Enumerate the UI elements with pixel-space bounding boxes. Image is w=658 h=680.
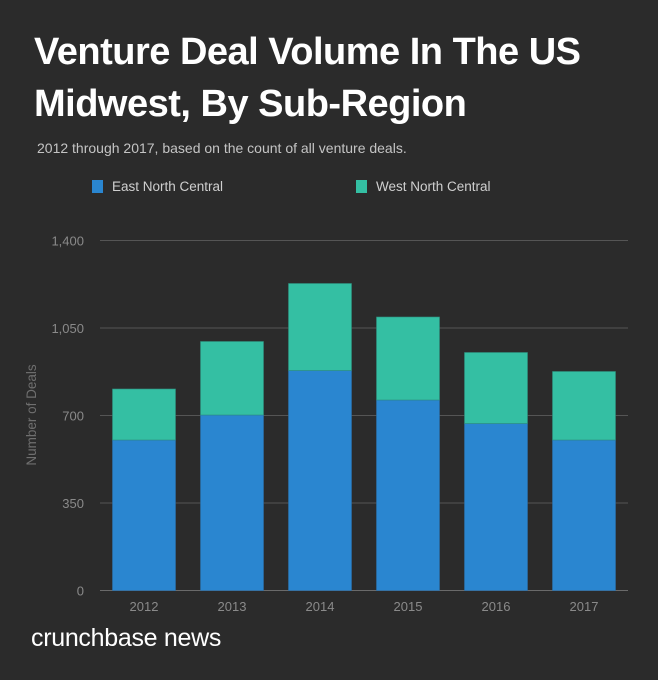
bar-segment-east-north-central[interactable] — [288, 370, 352, 591]
bar-segment-east-north-central[interactable] — [376, 399, 440, 591]
y-tick-label: 700 — [62, 409, 84, 424]
legend-label-west-north-central: West North Central — [376, 179, 491, 194]
bars — [112, 283, 616, 591]
bar-segment-west-north-central[interactable] — [464, 352, 528, 424]
legend-label-east-north-central: East North Central — [112, 179, 224, 194]
x-tick-label: 2012 — [130, 599, 159, 614]
x-axis-ticks: 2012 2013 2014 2015 2016 2017 — [130, 599, 599, 614]
legend: East North Central West North Central — [0, 179, 658, 199]
y-axis-title: Number of Deals — [24, 364, 39, 466]
x-tick-label: 2015 — [394, 599, 423, 614]
bar-segment-east-north-central[interactable] — [552, 439, 616, 591]
legend-swatch-east-north-central — [92, 180, 103, 193]
legend-swatch-west-north-central — [356, 180, 367, 193]
bar-segment-east-north-central[interactable] — [464, 423, 528, 591]
chart-title: Venture Deal Volume In The US Midwest, B… — [34, 31, 581, 125]
x-tick-label: 2016 — [482, 599, 511, 614]
legend-item-west-north-central[interactable]: West North Central — [356, 179, 491, 194]
bar-segment-west-north-central[interactable] — [200, 341, 264, 416]
bar-segment-west-north-central[interactable] — [112, 388, 176, 441]
bar-segment-west-north-central[interactable] — [552, 371, 616, 441]
y-tick-label: 1,050 — [51, 321, 84, 336]
x-tick-label: 2017 — [570, 599, 599, 614]
legend-item-east-north-central[interactable]: East North Central — [92, 179, 223, 194]
bar-segment-west-north-central[interactable] — [288, 283, 352, 371]
crunchbase-news-logo: crunchbase news — [31, 624, 222, 652]
y-tick-label: 1,400 — [51, 234, 84, 249]
bar-segment-west-north-central[interactable] — [376, 316, 440, 401]
x-tick-label: 2013 — [218, 599, 247, 614]
x-tick-label: 2014 — [306, 599, 335, 614]
bar-segment-east-north-central[interactable] — [200, 414, 264, 591]
y-axis-ticks: 0 350 700 1,050 1,400 — [51, 234, 84, 599]
y-tick-label: 350 — [62, 496, 84, 511]
chart-subtitle: 2012 through 2017, based on the count of… — [37, 140, 407, 156]
bar-segment-east-north-central[interactable] — [112, 439, 176, 591]
gridlines — [100, 240, 628, 591]
y-tick-label: 0 — [77, 584, 84, 599]
